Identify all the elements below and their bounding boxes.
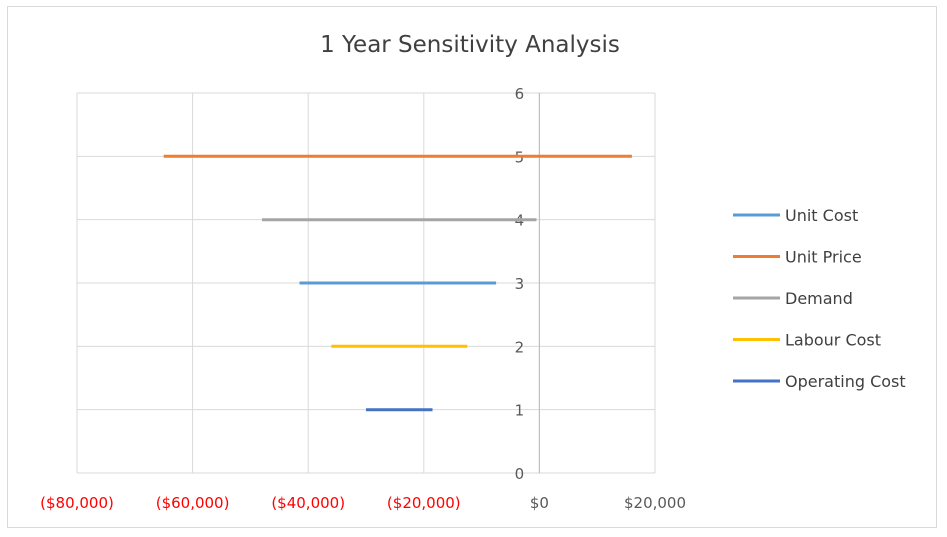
series-lines: [163, 154, 632, 412]
x-tick-label: $20,000: [624, 494, 686, 512]
legend-label: Operating Cost: [785, 372, 906, 391]
y-tick-label: 1: [515, 402, 525, 420]
x-tick-label: ($40,000): [271, 494, 345, 512]
x-tick-label: $0: [530, 494, 549, 512]
x-tick-label: ($20,000): [387, 494, 461, 512]
legend-label: Unit Cost: [785, 206, 858, 225]
x-tick-label: ($80,000): [40, 494, 114, 512]
y-tick-label: 3: [515, 275, 525, 293]
y-tick-label: 2: [515, 338, 525, 356]
legend-label: Demand: [785, 289, 853, 308]
legend: Unit Cost Unit Price Demand Labour Cost Oper…: [733, 206, 906, 391]
legend-label: Labour Cost: [785, 331, 881, 350]
y-tick-label: 6: [515, 85, 525, 103]
legend-label: Unit Price: [785, 248, 862, 267]
y-tick-label: 0: [515, 465, 525, 483]
chart-title: 1 Year Sensitivity Analysis: [320, 32, 620, 58]
x-tick-label: ($60,000): [156, 494, 230, 512]
